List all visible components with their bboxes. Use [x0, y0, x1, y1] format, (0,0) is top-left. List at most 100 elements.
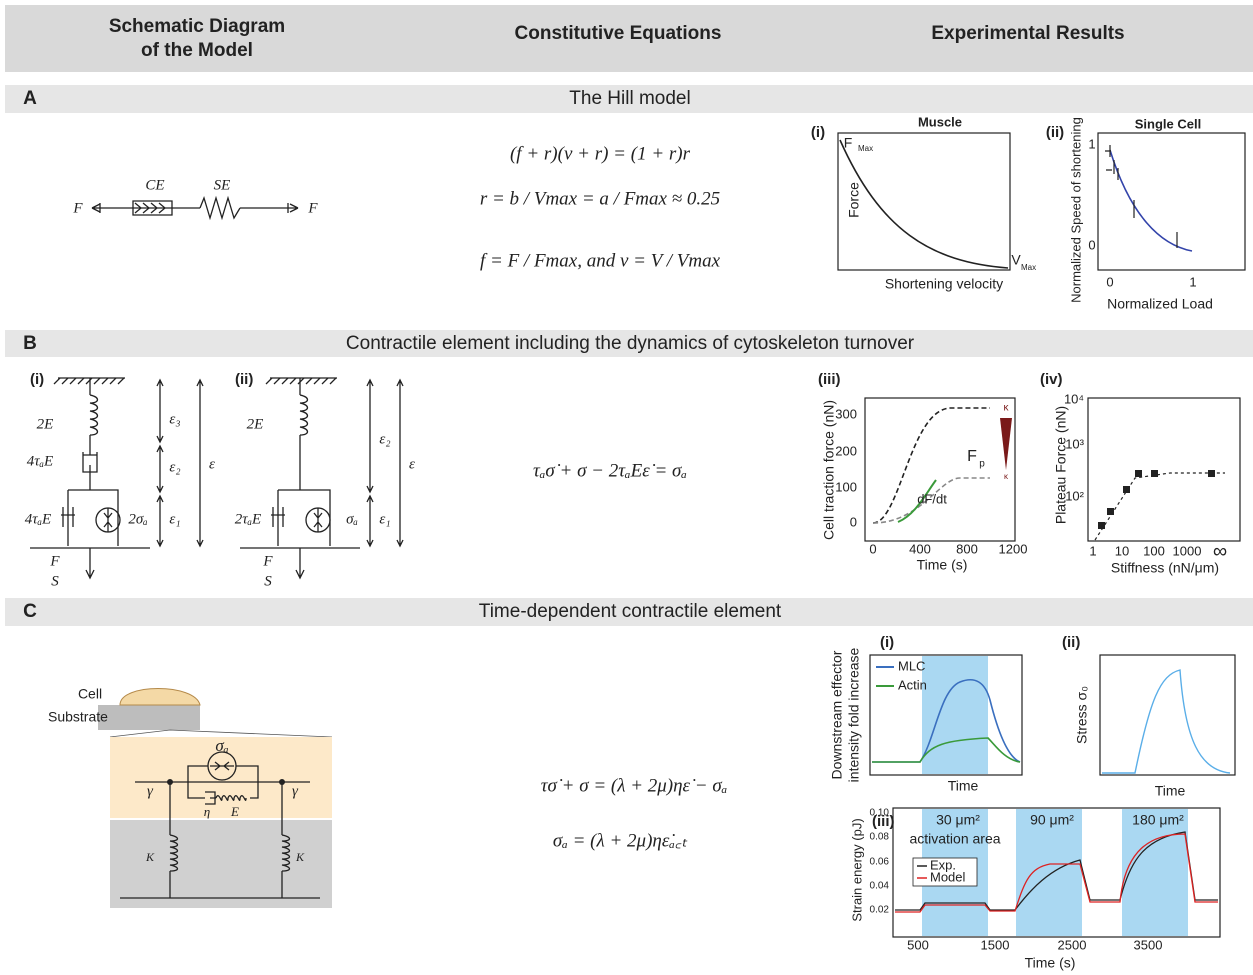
y-tick-label: 200: [835, 443, 857, 458]
x-tick-label: 100: [1143, 543, 1165, 558]
section-label: A: [23, 88, 37, 109]
section-bar: [5, 85, 1253, 113]
label: Single Cell: [1135, 116, 1201, 131]
legend-label: MLC: [898, 658, 925, 673]
label: K: [145, 850, 155, 864]
label: 90 μm²: [1030, 812, 1074, 828]
label: κ: [1004, 472, 1009, 481]
section-bar: [5, 330, 1253, 357]
label: (ii): [1046, 124, 1064, 141]
label: V: [1011, 252, 1021, 268]
label: (iv): [1040, 371, 1063, 388]
label: ε₁: [379, 511, 390, 527]
label: F: [307, 200, 318, 216]
label: Time (s): [917, 557, 968, 573]
label: (ii): [235, 371, 253, 388]
y-tick-label: 10²: [1065, 488, 1084, 503]
label: (iii): [872, 813, 895, 830]
plot-fills: [872, 418, 1231, 936]
x-tick-label: 3500: [1134, 937, 1163, 952]
x-tick-label: 0: [869, 541, 876, 556]
label: Cell: [78, 686, 102, 702]
x-tick-label: 1000: [1173, 543, 1202, 558]
label: Normalized Speed of shortening: [1068, 117, 1083, 303]
legend-label: Model: [930, 869, 966, 884]
legend-label: Exp.: [930, 857, 956, 872]
x-tick-label: 10: [1115, 543, 1129, 558]
equation: f = F / Fmax, and v = V / Vmax: [480, 250, 721, 271]
column-header: of the Model: [141, 40, 253, 61]
x-tick-label: ∞: [1213, 540, 1227, 562]
y-tick-label: 0.04: [870, 881, 890, 892]
label: F: [967, 448, 977, 465]
label: Strain energy (pJ): [849, 818, 864, 921]
x-tick-label: 1: [1089, 543, 1096, 558]
label: 2E: [247, 416, 264, 432]
label: Time: [1155, 783, 1186, 799]
label: κ: [1004, 403, 1010, 414]
label: Force: [846, 182, 862, 218]
label: ε₃: [169, 411, 180, 427]
x-tick-label: 500: [907, 937, 929, 952]
label: F: [844, 135, 853, 151]
header-band: [5, 5, 1253, 72]
label: 0: [1106, 274, 1113, 289]
y-tick-label: 0: [850, 514, 857, 529]
label: 2σₐ: [128, 511, 147, 527]
label: 4τₐE: [25, 511, 51, 527]
label: Max: [1021, 263, 1036, 272]
label: 0: [1088, 237, 1095, 252]
label: SE: [214, 177, 231, 193]
label: Time: [948, 778, 979, 794]
x-tick-label: 1200: [999, 541, 1028, 556]
label: 1: [1088, 136, 1095, 151]
label: ε: [209, 456, 215, 472]
equation: τσ̇ + σ = (λ + 2μ)ηε̇ − σₐ: [541, 775, 728, 796]
label: Stress σ₀: [1074, 686, 1090, 744]
label: S: [264, 573, 272, 589]
label: σₐ: [346, 511, 358, 527]
label: CE: [145, 177, 164, 193]
label: Max: [858, 144, 873, 153]
y-tick-label: 300: [835, 406, 857, 421]
label: activation area: [909, 831, 1000, 847]
section-bar: [5, 598, 1253, 626]
label: Downstream effector: [829, 650, 845, 779]
label: (ii): [1062, 634, 1080, 651]
label: Normalized Load: [1107, 296, 1213, 312]
label: 180 μm²: [1132, 812, 1184, 828]
label: 2τₐE: [235, 511, 261, 527]
equation: r = b / Vmax = a / Fmax ≈ 0.25: [480, 188, 720, 209]
label: dF/dt: [917, 491, 947, 506]
label: Stiffness (nN/μm): [1111, 560, 1219, 576]
label: ε₂: [379, 431, 390, 447]
y-tick-label: 10³: [1065, 436, 1084, 451]
label: γ: [147, 783, 154, 799]
label: Substrate: [48, 709, 108, 725]
y-tick-label: 10⁴: [1064, 391, 1084, 406]
label: K: [295, 850, 305, 864]
section-title: Time-dependent contractile element: [479, 601, 782, 622]
equation: (f + r)(v + r) = (1 + r)r: [510, 143, 691, 164]
label: ε₁: [169, 511, 180, 527]
schematics: [30, 195, 404, 580]
label: p: [979, 459, 985, 470]
label: 1: [1189, 274, 1196, 289]
label: Shortening velocity: [885, 276, 1003, 292]
section-label: C: [23, 601, 37, 622]
x-tick-label: 2500: [1058, 937, 1087, 952]
legend-label: Actin: [898, 677, 927, 692]
label: Plateau Force (nN): [1053, 406, 1069, 524]
equation: τₐσ̇ + σ − 2τₐEε̇ = σₐ: [533, 460, 687, 481]
x-tick-label: 1500: [981, 937, 1010, 952]
label: (iii): [818, 371, 841, 388]
column-header: Experimental Results: [931, 23, 1124, 44]
y-tick-label: 0.06: [870, 857, 890, 868]
y-tick-label: 0.02: [870, 905, 890, 916]
column-header: Schematic Diagram: [109, 16, 285, 37]
column-header: Constitutive Equations: [515, 23, 722, 44]
label: (i): [811, 124, 825, 141]
section-label: B: [23, 333, 37, 354]
label: σₐ: [215, 736, 228, 755]
